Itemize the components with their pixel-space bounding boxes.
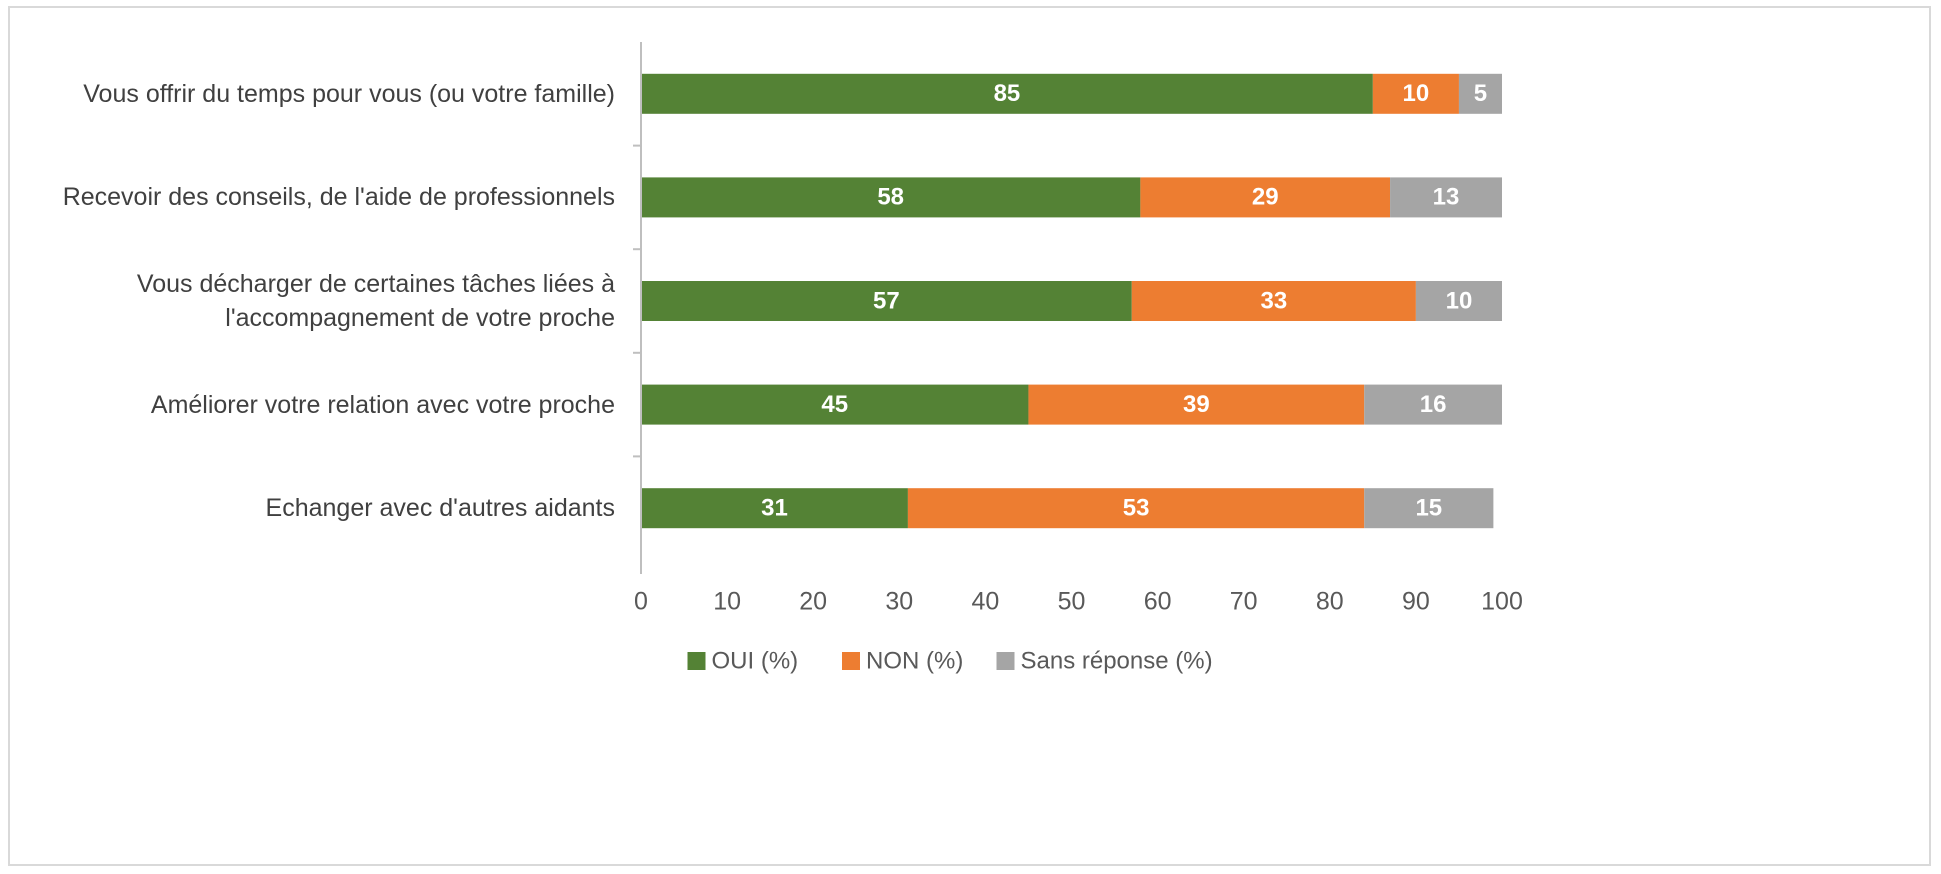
bar-segment bbox=[641, 177, 1141, 218]
data-label: 5 bbox=[1474, 80, 1487, 107]
x-tick-label: 20 bbox=[799, 588, 827, 616]
legend-label: OUI (%) bbox=[712, 647, 799, 674]
bar-segment bbox=[1131, 281, 1416, 321]
legend-swatch bbox=[842, 652, 860, 670]
category-label: Vous offrir du temps pour vous (ou votre… bbox=[83, 79, 615, 108]
data-label: 85 bbox=[994, 80, 1021, 107]
category-label: Améliorer votre relation avec votre proc… bbox=[150, 390, 615, 419]
data-label: 16 bbox=[1420, 391, 1447, 418]
bar-segment bbox=[1364, 488, 1494, 529]
bar-segment bbox=[907, 488, 1365, 529]
legend-swatch bbox=[996, 652, 1015, 670]
data-label: 13 bbox=[1433, 184, 1460, 211]
x-tick-label: 80 bbox=[1316, 588, 1344, 616]
legend-label: Sans réponse (%) bbox=[1021, 647, 1213, 674]
legend-swatch bbox=[687, 652, 706, 670]
x-tick-label: 90 bbox=[1402, 588, 1430, 616]
data-label: 39 bbox=[1183, 391, 1210, 418]
bar-segment bbox=[641, 73, 1373, 114]
data-label: 10 bbox=[1403, 80, 1430, 107]
data-label: 33 bbox=[1260, 287, 1287, 314]
data-label: 29 bbox=[1252, 184, 1279, 211]
bar-segment bbox=[1372, 73, 1459, 114]
x-tick-label: 30 bbox=[885, 588, 913, 616]
data-label: 57 bbox=[873, 287, 900, 314]
chart-frame bbox=[8, 6, 1931, 866]
x-tick-label: 100 bbox=[1481, 588, 1523, 616]
x-tick-label: 70 bbox=[1230, 588, 1258, 616]
bar-segment bbox=[641, 384, 1029, 425]
data-label: 53 bbox=[1123, 495, 1150, 522]
category-label: Vous décharger de certaines tâches liées… bbox=[136, 270, 615, 332]
bar-segment bbox=[1028, 384, 1365, 425]
x-tick-label: 0 bbox=[634, 588, 648, 616]
x-tick-label: 60 bbox=[1144, 588, 1172, 616]
data-label: 31 bbox=[761, 495, 788, 522]
bar-segment bbox=[641, 281, 1132, 321]
data-label: 10 bbox=[1446, 287, 1473, 314]
bar-segment bbox=[1458, 73, 1502, 114]
bar-segment bbox=[1415, 281, 1502, 321]
legend-label: NON (%) bbox=[866, 647, 963, 674]
bar-segment bbox=[1390, 177, 1502, 218]
x-tick-label: 10 bbox=[713, 588, 741, 616]
data-label: 58 bbox=[877, 184, 904, 211]
bar-segment bbox=[1364, 384, 1502, 425]
bar-segment bbox=[641, 488, 908, 529]
data-label: 45 bbox=[821, 391, 848, 418]
data-label: 15 bbox=[1415, 495, 1442, 522]
category-label: Echanger avec d'autres aidants bbox=[265, 494, 615, 523]
x-tick-label: 40 bbox=[971, 588, 999, 616]
x-tick-label: 50 bbox=[1058, 588, 1086, 616]
category-label: Recevoir des conseils, de l'aide de prof… bbox=[62, 183, 615, 212]
bar-segment bbox=[1140, 177, 1391, 218]
